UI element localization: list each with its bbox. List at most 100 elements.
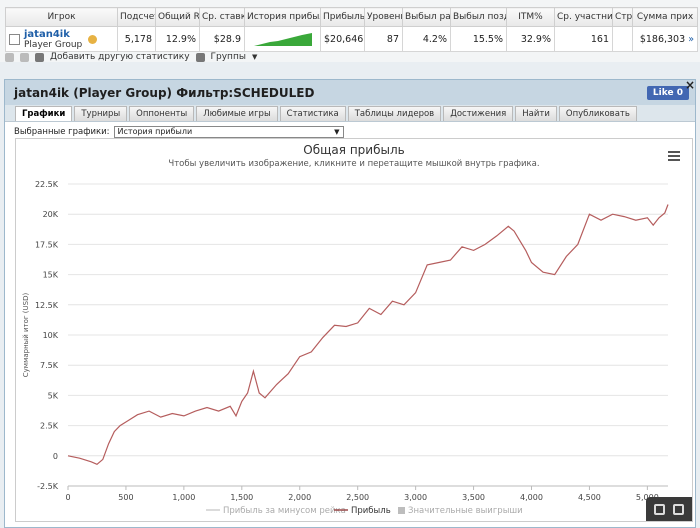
panel-title: jatan4ik (Player Group) Фильтр:SCHEDULED xyxy=(14,85,315,100)
level-cell: 87 xyxy=(364,26,403,52)
chevron-down-icon[interactable]: ▼ xyxy=(334,128,340,136)
close-icon[interactable]: × xyxy=(684,78,695,92)
facebook-like-button[interactable]: Like 0 xyxy=(646,85,689,100)
column-header[interactable]: Ср. участнику xyxy=(554,7,613,27)
tab-8[interactable]: Найти xyxy=(515,106,557,121)
x-tick-label: 0 xyxy=(65,493,70,502)
profit-sparkline xyxy=(253,33,312,46)
tab-4[interactable]: Любимые игры xyxy=(196,106,278,121)
avg-stake-cell: $28.9 xyxy=(199,26,245,52)
player-cell[interactable]: jatan4ik Player Group xyxy=(5,26,118,52)
top-bar: ИгрокПодсчетОбщий ROIСр. ставкаИстория п… xyxy=(0,0,700,62)
tab-6[interactable]: Таблицы лидеров xyxy=(347,106,442,121)
column-header[interactable]: Ср. ставка xyxy=(199,7,245,27)
panel-tabs: Графики Турниры Оппоненты Любимые игры Стати… xyxy=(5,105,695,122)
legend-item[interactable]: Прибыль за минусом рейка xyxy=(223,506,346,516)
chart-container[interactable]: Общая прибыль Чтобы увеличить изображение… xyxy=(15,138,693,522)
corner-tools xyxy=(646,497,692,521)
fullscreen-icon[interactable] xyxy=(673,503,684,515)
column-header[interactable]: Стр xyxy=(612,7,633,27)
tab-2[interactable]: Турниры xyxy=(74,106,128,121)
x-tick-label: 3,500 xyxy=(462,493,485,502)
roi-cell: 12.9% xyxy=(155,26,200,52)
table-toolbar: Добавить другую статистику Группы ▼ xyxy=(5,50,257,64)
legend-item[interactable]: Прибыль xyxy=(351,506,391,516)
sum-cell: $186,303 » xyxy=(632,26,698,52)
column-header[interactable]: Сумма прих xyxy=(632,7,698,27)
link-arrow-icon[interactable]: » xyxy=(688,33,694,45)
table-header-row: ИгрокПодсчетОбщий ROIСр. ставкаИстория п… xyxy=(5,7,698,27)
y-tick-label: 5K xyxy=(48,391,59,400)
column-header[interactable]: Прибыль xyxy=(320,7,365,27)
y-tick-label: 12.5K xyxy=(35,301,59,310)
column-header[interactable]: Выбыл рано xyxy=(402,7,451,27)
early-cell: 4.2% xyxy=(402,26,451,52)
sum-value: $186,303 xyxy=(639,33,686,45)
profit-series-line xyxy=(67,204,669,465)
x-tick-label: 1,500 xyxy=(230,493,253,502)
chart-selector-row: Выбранные графики: История прибыли ▼ xyxy=(14,126,344,138)
refresh-icon[interactable] xyxy=(20,52,29,62)
str-cell xyxy=(612,26,633,52)
groups-icon[interactable] xyxy=(195,52,205,62)
count-cell: 5,178 xyxy=(117,26,156,52)
y-tick-label: 7.5K xyxy=(40,361,59,370)
column-header[interactable]: Общий ROI xyxy=(155,7,200,27)
column-header[interactable]: Выбыл поздн xyxy=(450,7,507,27)
tab-5[interactable]: Статистика xyxy=(279,106,346,121)
stats-table: ИгрокПодсчетОбщий ROIСр. ставкаИстория п… xyxy=(5,7,698,52)
add-stat-icon[interactable] xyxy=(35,52,44,62)
legend-item[interactable]: Значительные выигрыши xyxy=(408,506,523,516)
player-name-link[interactable]: jatan4ik xyxy=(24,28,70,40)
chart-select[interactable]: История прибыли ▼ xyxy=(113,126,344,138)
row-checkbox[interactable] xyxy=(9,33,20,45)
x-tick-label: 2,500 xyxy=(346,493,369,502)
tab-9[interactable]: Опубликовать xyxy=(558,106,637,121)
y-tick-label: 22.5K xyxy=(35,180,59,189)
x-tick-label: 4,000 xyxy=(520,493,543,502)
column-header[interactable]: История прибыли xyxy=(244,7,321,27)
x-tick-label: 500 xyxy=(118,493,133,502)
x-tick-label: 4,500 xyxy=(578,493,601,502)
chart-select-value: История прибыли xyxy=(117,127,193,136)
table-row[interactable]: jatan4ik Player Group 5,178 12.9% $28.9 … xyxy=(5,26,698,52)
user-icon xyxy=(88,34,98,44)
profit-cell: $20,646 xyxy=(320,26,365,52)
itm-cell: 32.9% xyxy=(506,26,555,52)
player-panel: jatan4ik (Player Group) Фильтр:SCHEDULED… xyxy=(4,79,696,528)
column-header[interactable]: Игрок xyxy=(5,7,118,27)
x-tick-label: 2,000 xyxy=(288,493,311,502)
x-tick-label: 3,000 xyxy=(404,493,427,502)
menu-icon[interactable] xyxy=(668,151,680,161)
column-header[interactable]: Уровень xyxy=(364,7,403,27)
chart-select-label: Выбранные графики: xyxy=(14,127,110,137)
groups-dropdown[interactable]: Группы xyxy=(210,52,246,62)
y-tick-label: 15K xyxy=(43,271,59,280)
popout-icon[interactable] xyxy=(654,503,665,515)
y-tick-label: 20K xyxy=(43,210,59,219)
add-stats-link[interactable]: Добавить другую статистику xyxy=(50,52,190,62)
tab-7[interactable]: Достижения xyxy=(443,106,514,121)
panel-header: jatan4ik (Player Group) Фильтр:SCHEDULED… xyxy=(5,80,695,105)
x-tick-label: 1,000 xyxy=(172,493,195,502)
delete-icon[interactable] xyxy=(5,52,14,62)
chart-title: Общая прибыль xyxy=(303,143,404,157)
y-tick-label: 17.5K xyxy=(35,240,59,249)
y-tick-label: 2.5K xyxy=(40,422,59,431)
tab-1[interactable]: Графики xyxy=(15,106,73,121)
chevron-down-icon[interactable]: ▼ xyxy=(251,53,258,61)
column-header[interactable]: Подсчет xyxy=(117,7,156,27)
y-tick-label: 10K xyxy=(43,331,59,340)
avg-field-cell: 161 xyxy=(554,26,613,52)
chart-subtitle: Чтобы увеличить изображение, кликните и … xyxy=(168,159,539,169)
legend-swatch xyxy=(398,507,405,514)
column-header[interactable]: ITM% xyxy=(506,7,555,27)
y-tick-label: -2.5K xyxy=(37,482,59,491)
player-group: Player Group xyxy=(24,39,83,50)
tab-3[interactable]: Оппоненты xyxy=(129,106,195,121)
late-cell: 15.5% xyxy=(450,26,507,52)
y-tick-label: 0 xyxy=(53,452,58,461)
y-axis-label: Суммарный итог (USD) xyxy=(22,293,30,378)
profit-sparkline-cell xyxy=(244,26,321,52)
profit-chart[interactable]: Общая прибыль Чтобы увеличить изображение… xyxy=(16,139,692,521)
